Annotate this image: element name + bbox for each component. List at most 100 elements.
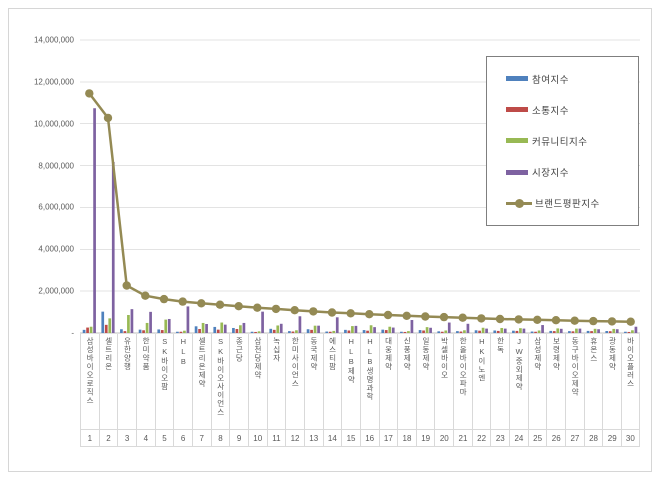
legend-label: 소통지수	[532, 105, 569, 117]
legend-line-marker-icon	[506, 198, 532, 208]
bar-커뮤니티지수	[295, 330, 298, 333]
category-label: 셀트리온제약	[197, 337, 207, 388]
bar-커뮤니티지수	[631, 330, 634, 333]
legend-item-커뮤니티지수: 커뮤니티지수	[506, 134, 638, 148]
bar-시장지수	[597, 329, 600, 333]
line-marker	[85, 89, 94, 98]
bar-소통지수	[403, 331, 407, 333]
rank-label: 18	[397, 430, 416, 447]
bar-참여지수	[530, 331, 534, 333]
line-marker	[402, 311, 411, 320]
bar-커뮤니티지수	[425, 327, 429, 333]
bar-시장지수	[373, 327, 376, 333]
rank-label: 3	[117, 430, 136, 447]
category-label: HK이노엔	[477, 337, 487, 383]
category-label: 바이오플러스	[626, 337, 636, 388]
bar-소통지수	[552, 331, 556, 333]
bar-커뮤니티지수	[351, 326, 354, 333]
bar-참여지수	[213, 326, 217, 333]
y-tick-label: 6,000,000	[38, 202, 74, 212]
category-label: SK바이오팜	[160, 337, 170, 391]
bar-시장지수	[485, 328, 488, 333]
bar-소통지수	[590, 331, 593, 333]
category-label-cell: HLB	[173, 334, 192, 430]
bar-커뮤니티지수	[89, 326, 93, 333]
bar-소통지수	[422, 330, 425, 333]
category-label-cell: 한독	[490, 334, 510, 430]
line-marker	[197, 299, 206, 308]
rank-label: 1	[80, 430, 99, 447]
legend-label: 커뮤니티지수	[532, 136, 588, 148]
category-label: 대웅제약	[384, 337, 394, 371]
line-marker	[439, 312, 449, 322]
rank-label: 17	[378, 430, 398, 447]
bar-시장지수	[354, 325, 358, 333]
line-marker	[458, 313, 467, 322]
line-marker	[346, 309, 355, 318]
category-label-cell: 삼천당제약	[247, 334, 267, 430]
bar-커뮤니티지수	[145, 322, 149, 333]
bar-참여지수	[474, 330, 478, 333]
rank-label: 12	[285, 430, 304, 447]
bar-소통지수	[328, 331, 332, 333]
bar-커뮤니티지수	[575, 328, 578, 333]
category-label-cell: 한올바이오파마	[453, 334, 472, 430]
category-label-cell: 셀트리온	[98, 334, 118, 430]
bar-시장지수	[522, 328, 526, 333]
bar-소통지수	[478, 330, 481, 333]
bar-참여지수	[512, 330, 515, 333]
bar-소통지수	[254, 331, 257, 333]
category-label: 신풍제약	[402, 337, 412, 371]
rank-label: 7	[191, 430, 211, 447]
category-label-cell: 한미사이언스	[285, 334, 304, 430]
rank-label: 26	[546, 430, 566, 447]
category-label-cell: 박셀바이오	[434, 334, 454, 430]
chart-legend: 참여지수 소통지수 커뮤니티지수 시장지수 브랜드평판지수	[486, 56, 639, 226]
category-label: 종근당	[234, 337, 244, 363]
line-marker	[495, 314, 505, 324]
category-label-cell: 신풍제약	[397, 334, 416, 430]
bar-시장지수	[410, 320, 414, 333]
x-axis-rank-labels: 1 2 3 4 5 6 7 8 9 10 11 12 13 14 15 16 17 18 19 20 21 22 23 24 2…	[80, 430, 640, 447]
line-marker	[365, 310, 374, 319]
y-tick-label: 14,000,000	[33, 35, 74, 45]
bar-시장지수	[559, 328, 563, 333]
rank-label: 2	[98, 430, 118, 447]
bar-참여지수	[269, 328, 273, 333]
category-label: HLB생명과학	[365, 337, 375, 401]
rank-label: 5	[154, 430, 174, 447]
rank-label: 15	[341, 430, 360, 447]
rank-label: 30	[621, 430, 640, 447]
bar-시장지수	[167, 318, 171, 333]
legend-swatch-icon	[506, 76, 528, 82]
category-label: JW중외제약	[514, 337, 524, 391]
line-marker	[589, 316, 598, 326]
category-label: 에스티팜	[328, 337, 338, 371]
bar-참여지수	[362, 330, 366, 333]
y-tick-label: 12,000,000	[33, 77, 74, 87]
bar-시장지수	[447, 322, 451, 333]
bar-소통지수	[347, 330, 351, 333]
bar-소통지수	[366, 330, 369, 333]
bar-커뮤니티지수	[593, 328, 597, 333]
bar-소통지수	[272, 329, 276, 333]
rank-label: 9	[229, 430, 248, 447]
category-label: HLB제약	[346, 337, 356, 384]
line-marker	[551, 316, 561, 325]
bar-시장지수	[615, 329, 619, 333]
legend-item-참여지수: 참여지수	[506, 72, 638, 86]
category-label-cell: JW중외제약	[509, 334, 528, 430]
line-marker	[103, 113, 113, 123]
category-label: 한미약품	[141, 337, 151, 371]
x-axis-category-labels: 삼성바이오로직스 셀트리온 유한양행 한미약품 SK바이오팜 HLB 셀트리온제약 SK바이오…	[80, 334, 640, 430]
category-label: 삼성제약	[533, 337, 543, 371]
bar-참여지수	[437, 331, 441, 333]
bar-참여지수	[493, 330, 497, 333]
bar-참여지수	[624, 331, 627, 333]
bar-커뮤니티지수	[276, 325, 280, 333]
rank-label: 19	[415, 430, 435, 447]
bar-커뮤니티지수	[220, 322, 224, 333]
category-label-cell: 바이오플러스	[621, 334, 640, 430]
bar-시장지수	[335, 317, 339, 333]
line-marker	[327, 308, 337, 317]
